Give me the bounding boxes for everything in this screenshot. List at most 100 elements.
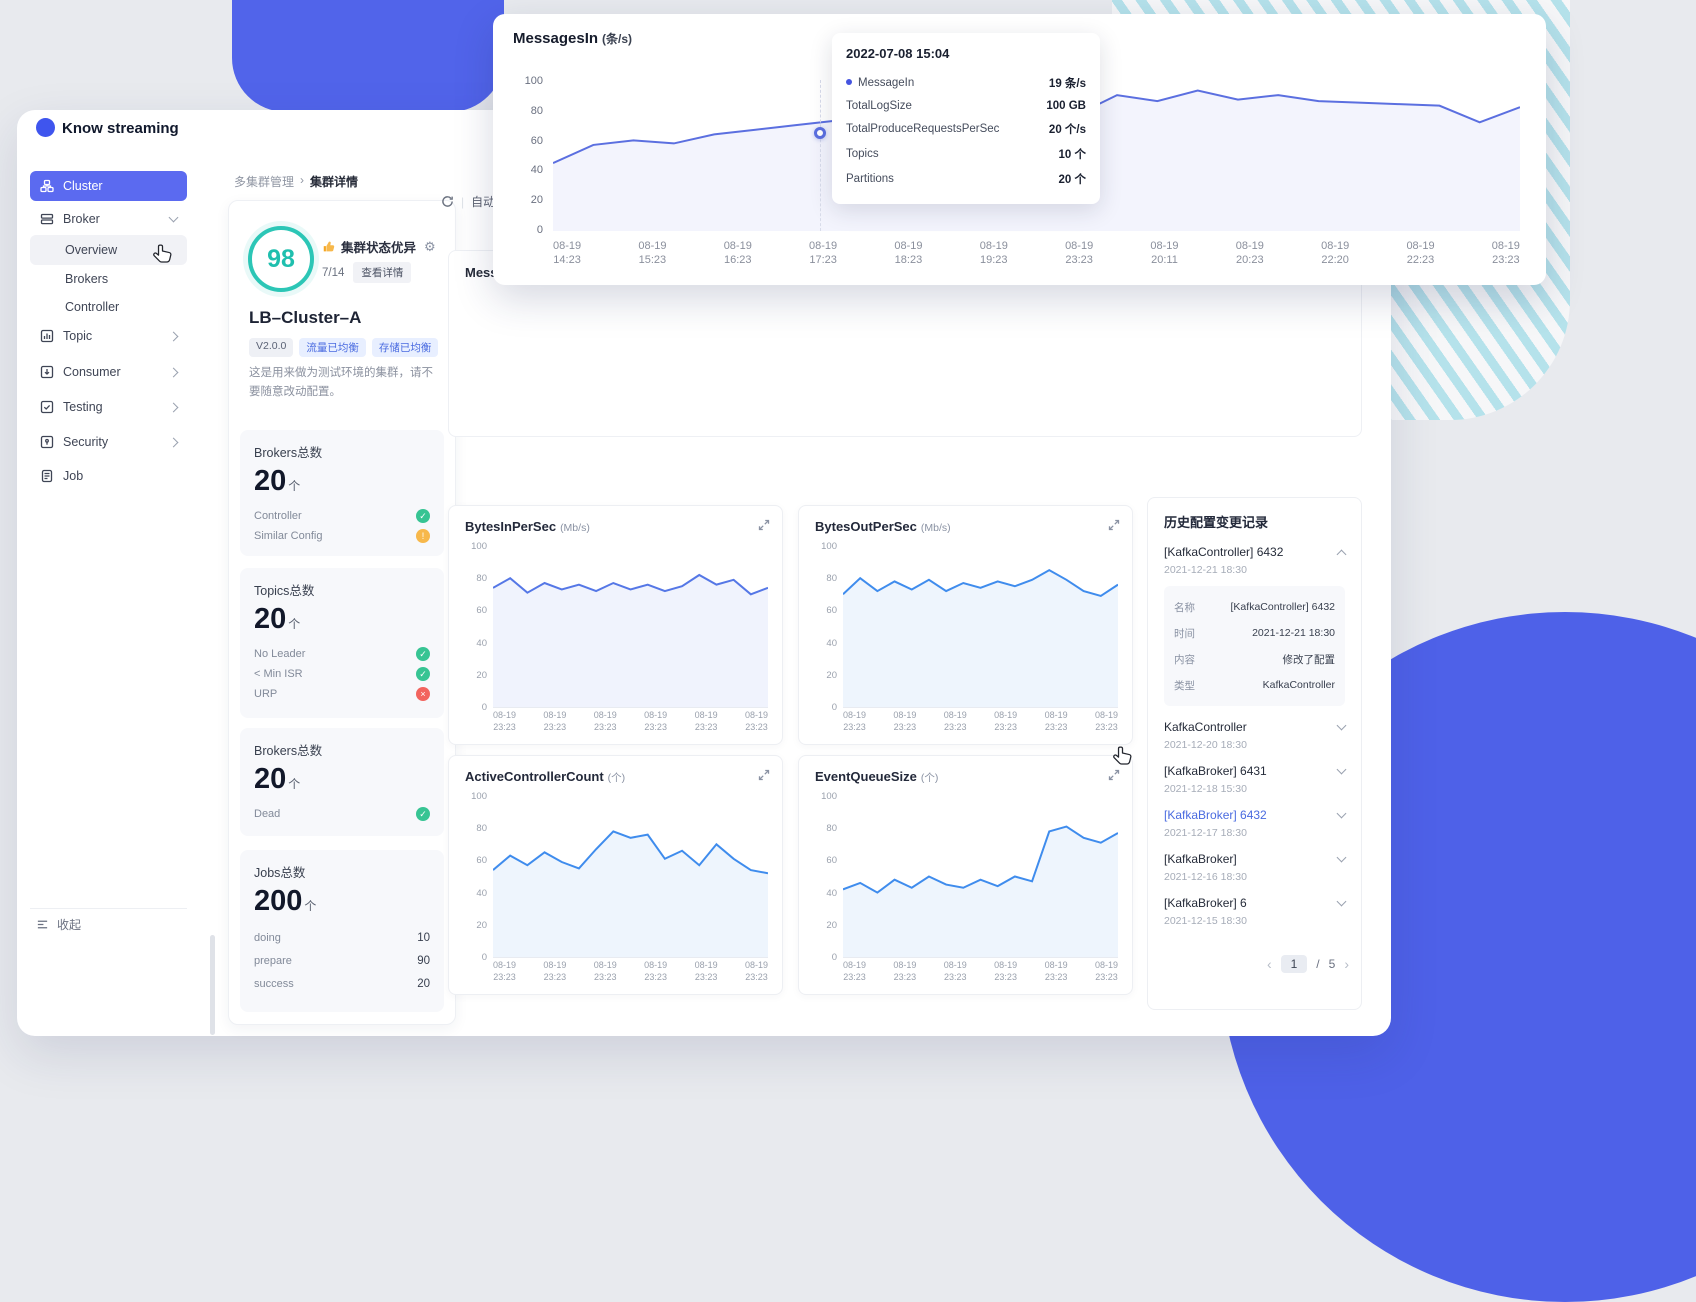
series-dot-icon <box>846 78 852 85</box>
chart-unit: (个) <box>920 772 939 784</box>
metric-title: Brokers总数 <box>254 446 323 460</box>
metric-unit: 个 <box>304 899 317 913</box>
chart-card-bytesoutpersec: BytesOutPerSec (Mb/s) 100 80 60 40 20 0 08-19 23… <box>798 505 1133 745</box>
metric-block-topics: Topics总数 20 个 No Leader ✓ < Min ISR ✓ URP × <box>240 568 444 718</box>
chart-title: ActiveControllerCount <box>465 769 604 784</box>
y-axis: 100 80 60 40 20 0 <box>821 541 837 713</box>
chevron-down-icon <box>1336 896 1347 907</box>
metric-row: prepare 90 <box>254 954 430 967</box>
health-score-value: 98 <box>267 244 295 273</box>
prev-page-button[interactable]: ‹ <box>1266 956 1272 972</box>
history-item-selected[interactable]: [KafkaBroker] 6432 2021-12-17 18:30 <box>1164 808 1347 839</box>
cluster-icon <box>40 179 54 193</box>
history-item[interactable]: [KafkaBroker] 2021-12-16 18:30 <box>1164 852 1347 883</box>
sidebar-item-testing[interactable]: Testing <box>30 392 187 422</box>
sidebar-item-job[interactable]: Job <box>30 461 187 491</box>
testing-icon <box>40 400 54 414</box>
history-item[interactable]: [KafkaBroker] 6 2021-12-15 18:30 <box>1164 896 1347 927</box>
expand-icon[interactable] <box>758 769 770 781</box>
y-axis: 100 80 60 40 20 0 <box>471 791 487 963</box>
y-axis: 100 80 60 40 20 0 <box>471 541 487 713</box>
metric-block-brokers-dead: Brokers总数 20 个 Dead ✓ <box>240 728 444 836</box>
chevron-down-icon <box>1336 808 1347 819</box>
chevron-right-icon <box>168 437 179 447</box>
chevron-up-icon <box>1336 549 1347 559</box>
expand-icon[interactable] <box>1108 769 1120 781</box>
hover-guideline <box>820 80 821 231</box>
view-details-button[interactable]: 查看详情 <box>353 262 412 283</box>
sidebar-item-label: Brokers <box>65 272 109 286</box>
line-chart[interactable]: 100 80 60 40 20 0 08-19 23:23 08-19 23:23 08-19 23:… <box>461 541 770 734</box>
job-icon <box>41 469 53 483</box>
sidebar-item-consumer[interactable]: Consumer <box>30 357 187 387</box>
config-history-panel: 历史配置变更记录 [KafkaController] 6432 2021-12-… <box>1147 497 1362 1010</box>
total-pages: 5 <box>1328 957 1336 971</box>
sidebar-item-security[interactable]: Security <box>30 427 187 457</box>
sidebar-item-cluster[interactable]: Cluster <box>30 171 187 201</box>
security-shield-icon <box>40 435 54 449</box>
chart-plot <box>493 546 768 708</box>
expand-icon[interactable] <box>1108 519 1120 531</box>
chart-plot <box>493 796 768 958</box>
cluster-tags: V2.0.0 流量已均衡 存储已均衡 <box>249 338 439 357</box>
ok-status-icon: ✓ <box>416 667 430 681</box>
next-page-button[interactable]: › <box>1344 956 1349 972</box>
sidebar-item-controller[interactable]: Controller <box>30 292 187 322</box>
gear-icon[interactable]: ⚙ <box>424 238 436 254</box>
chart-tooltip: 2022-07-08 15:04 MessageIn 19 条/s TotalLo… <box>832 33 1100 204</box>
check-ratio: 7/14 <box>322 266 345 279</box>
sidebar-item-label: Controller <box>65 300 120 314</box>
metric-unit: 个 <box>288 617 301 631</box>
line-chart[interactable]: 100 80 60 40 20 0 08-19 23:23 08-19 23:23 08-19 23:… <box>461 791 770 984</box>
cluster-status-text: 集群状态优异 <box>341 241 417 255</box>
sidebar-scrollbar[interactable] <box>210 935 215 1035</box>
app-title: Know streaming <box>62 120 179 137</box>
sidebar-item-broker[interactable]: Broker <box>30 204 187 234</box>
sidebar-item-label: Overview <box>65 243 118 257</box>
hover-point-marker <box>814 127 826 139</box>
metric-title: Brokers总数 <box>254 744 323 758</box>
history-item[interactable]: [KafkaController] 6432 2021-12-21 18:30 … <box>1164 545 1347 706</box>
sidebar-item-topic[interactable]: Topic <box>30 321 187 351</box>
metric-block-brokers: Brokers总数 20 个 Controller ✓ Similar Config… <box>240 430 444 556</box>
sidebar-item-label: Testing <box>63 400 103 414</box>
line-chart[interactable]: 100 80 60 40 20 0 08-19 23:23 08-19 23:23 08-19 23:… <box>811 541 1120 734</box>
refresh-icon[interactable] <box>441 195 454 208</box>
history-title: 历史配置变更记录 <box>1164 515 1269 530</box>
collapse-sidebar-button[interactable]: 收起 <box>36 916 81 933</box>
metric-row: < Min ISR ✓ <box>254 664 430 684</box>
chart-plot <box>843 796 1118 958</box>
history-item[interactable]: [KafkaBroker] 6431 2021-12-18 15:30 <box>1164 764 1347 795</box>
metric-value: 20 <box>254 465 287 497</box>
topic-icon <box>40 329 54 343</box>
history-item[interactable]: KafkaController 2021-12-20 18:30 <box>1164 720 1347 751</box>
x-axis: 08-19 23:23 08-19 23:23 08-19 23:23 08-19 23:23… <box>493 960 768 982</box>
sidebar-item-label: Security <box>63 435 109 449</box>
chart-unit: (个) <box>607 772 626 784</box>
sidebar-divider <box>30 908 187 909</box>
health-score-ring: 98 <box>248 226 314 292</box>
pagination: ‹ 1 / 5 › <box>1267 955 1349 973</box>
sidebar-item-brokers[interactable]: Brokers <box>30 264 187 294</box>
cursor-pointer <box>153 244 172 263</box>
current-page[interactable]: 1 <box>1280 955 1308 973</box>
cluster-name: LB–Cluster–A <box>249 308 362 327</box>
chevron-down-icon <box>1336 720 1347 731</box>
chart-card-eventqueuesize: EventQueueSize (个) 100 80 60 40 20 0 08-19 23:23… <box>798 755 1133 995</box>
ok-status-icon: ✓ <box>416 509 430 523</box>
collapse-icon <box>37 920 48 929</box>
chevron-down-icon <box>1336 764 1347 775</box>
breadcrumb-parent[interactable]: 多集群管理 <box>234 175 295 189</box>
chevron-down-icon <box>1336 852 1347 863</box>
history-detail: 名称 [KafkaController] 6432 时间 2021-12-21 18… <box>1164 586 1345 706</box>
chevron-down-icon <box>168 212 179 223</box>
cluster-description: 这是用来做为测试环境的集群，请不要随意改动配置。 <box>249 367 433 398</box>
expand-icon[interactable] <box>758 519 770 531</box>
chevron-right-icon <box>168 367 179 377</box>
metric-row: No Leader ✓ <box>254 644 430 664</box>
chart-plot <box>843 546 1118 708</box>
line-chart[interactable]: 100 80 60 40 20 0 08-19 23:23 08-19 23:23 08-19 23:… <box>811 791 1120 984</box>
collapse-label: 收起 <box>57 918 82 932</box>
warning-status-icon: ! <box>416 529 430 543</box>
x-axis: 08-19 23:23 08-19 23:23 08-19 23:23 08-19 23:23… <box>843 710 1118 732</box>
